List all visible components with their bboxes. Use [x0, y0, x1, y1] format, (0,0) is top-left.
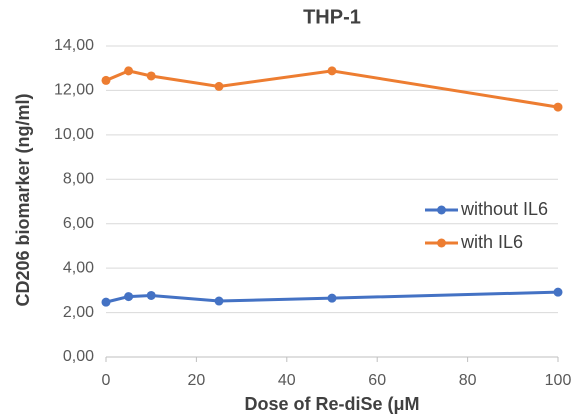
- point: [101, 297, 111, 307]
- point: [327, 66, 337, 76]
- point: [146, 71, 156, 81]
- x-tick-label: 80: [459, 372, 477, 389]
- point: [101, 75, 111, 85]
- y-axis-label: CD206 biomarker (ng/ml): [13, 93, 33, 306]
- point: [327, 293, 337, 303]
- point: [553, 102, 563, 112]
- y-tick-label: 14,00: [54, 37, 94, 54]
- point: [124, 66, 134, 76]
- x-tick-label: 100: [545, 372, 572, 389]
- point: [553, 287, 563, 297]
- y-tick-label: 12,00: [54, 82, 94, 99]
- point: [214, 81, 224, 91]
- legend-marker: [437, 238, 446, 248]
- x-tick-label: 40: [278, 372, 296, 389]
- x-tick-label: 60: [368, 372, 386, 389]
- y-tick-label: 6,00: [63, 215, 94, 232]
- chart-title: THP-1: [303, 6, 361, 28]
- y-tick-label: 10,00: [54, 126, 94, 143]
- point: [146, 290, 156, 300]
- x-tick-label: 0: [102, 372, 111, 389]
- y-tick-label: 0,00: [63, 348, 94, 365]
- x-axis-label: Dose of Re-diSe (μM: [244, 394, 419, 414]
- y-tick-label: 4,00: [63, 259, 94, 276]
- x-tick-label: 20: [188, 372, 206, 389]
- point: [124, 292, 134, 302]
- y-tick-label: 2,00: [63, 304, 94, 321]
- legend-label: with IL6: [460, 232, 523, 252]
- point: [214, 296, 224, 306]
- legend-label: without IL6: [460, 199, 548, 219]
- series-line: [105, 69, 559, 109]
- legend-marker: [437, 205, 446, 215]
- y-tick-label: 8,00: [63, 171, 94, 188]
